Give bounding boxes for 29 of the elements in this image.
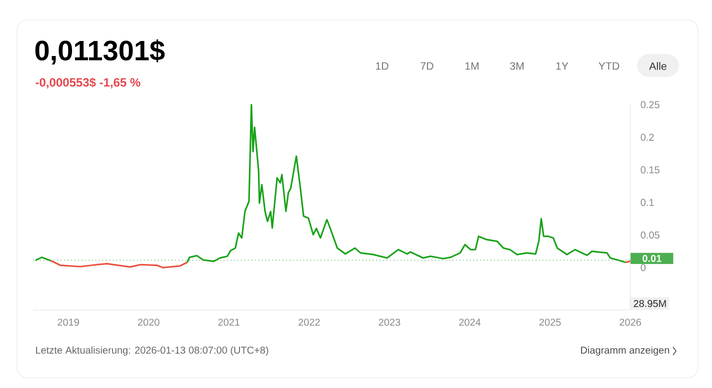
chart-subtitle: -0,000553$ -1,65 % — [36, 78, 140, 88]
x-tick-label: 2019 — [58, 318, 79, 326]
text: 1Y — [556, 62, 568, 70]
line-series — [186, 104, 626, 264]
y-tick-label: 0.1 — [640, 198, 654, 206]
y-tick-label: 0.15 — [640, 166, 660, 174]
text: Letzte Aktualisierung: 2026-01-13 08:07:00 (UTC+8) — [36, 346, 268, 356]
y-tick-label: 0 — [640, 264, 646, 272]
text: 7D — [420, 62, 434, 70]
line-series — [50, 260, 188, 268]
text: 1M — [465, 62, 479, 70]
text: 3M — [510, 62, 524, 70]
x-tick-label: 2022 — [298, 318, 320, 326]
x-tick-label: 2021 — [218, 318, 240, 326]
chart-title: 0,011301$ — [35, 39, 165, 65]
y-tick-label: 0.05 — [640, 231, 660, 239]
x-tick-label: 2026 — [620, 318, 642, 326]
x-tick-label: 2023 — [378, 318, 400, 326]
ref-line-label: 0.01 — [642, 254, 662, 262]
y-tick-label: 0.2 — [640, 134, 654, 141]
text: Alle — [649, 62, 666, 70]
text: Diagramm anzeigen — [581, 346, 670, 356]
text: YTD — [598, 62, 620, 70]
y-tick-label: 0.25 — [640, 101, 660, 108]
x-tick-label: 2025 — [539, 318, 561, 326]
x-tick-label: 2024 — [459, 318, 481, 326]
text: 1D — [376, 62, 388, 70]
x-tick-label: 2020 — [138, 318, 160, 326]
text: 28.95M — [634, 300, 666, 308]
